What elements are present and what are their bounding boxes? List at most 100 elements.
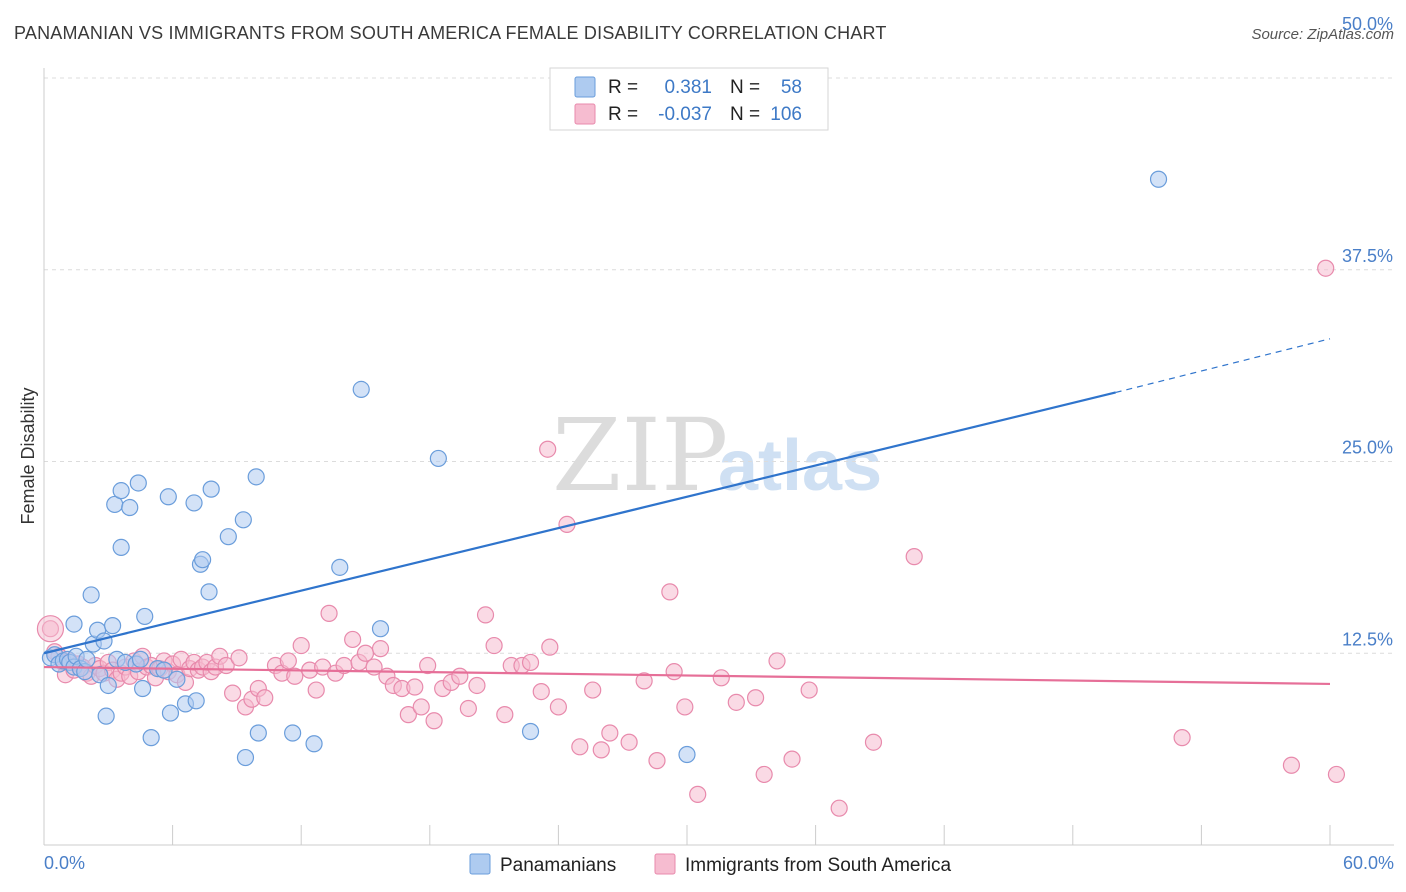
point-panamanians bbox=[219, 528, 237, 546]
bottom-legend-swatch-panamanians bbox=[469, 853, 491, 875]
point-immigrants bbox=[476, 606, 495, 624]
point-immigrants bbox=[279, 652, 297, 670]
point-panamanians bbox=[202, 480, 220, 498]
point-immigrants bbox=[1173, 729, 1191, 747]
point-immigrants bbox=[286, 667, 304, 685]
bottom-legend-swatch-immigrants bbox=[654, 853, 676, 875]
y-tick-label: 12.5% bbox=[1342, 629, 1393, 649]
point-immigrants bbox=[399, 706, 417, 724]
point-immigrants bbox=[727, 693, 745, 711]
point-immigrants bbox=[224, 684, 242, 702]
point-panamanians bbox=[161, 704, 180, 722]
point-immigrants bbox=[635, 672, 653, 690]
point-immigrants bbox=[532, 682, 550, 701]
point-immigrants bbox=[592, 741, 610, 759]
point-immigrants bbox=[1282, 756, 1301, 774]
point-immigrants bbox=[539, 440, 557, 458]
tick-label-layer: 12.5% 25.0% 37.5% 50.0% 0.0% 60.0% bbox=[44, 14, 1394, 873]
point-panamanians bbox=[194, 551, 212, 569]
point-immigrants bbox=[584, 681, 602, 699]
bottom-legend-label-panamanians: Panamanians bbox=[500, 855, 616, 876]
point-panamanians bbox=[99, 676, 117, 695]
point-panamanians bbox=[129, 474, 147, 492]
point-immigrants bbox=[746, 689, 765, 707]
point-immigrants bbox=[768, 652, 786, 670]
y-tick-label: 37.5% bbox=[1342, 246, 1393, 266]
point-immigrants bbox=[783, 750, 801, 768]
point-immigrants bbox=[571, 738, 589, 756]
bottom-legend-label-immigrants: Immigrants from South America bbox=[685, 855, 952, 876]
point-panamanians bbox=[142, 729, 160, 747]
point-panamanians bbox=[103, 617, 122, 635]
point-immigrants bbox=[468, 676, 486, 695]
point-immigrants bbox=[320, 604, 338, 622]
point-immigrants bbox=[485, 636, 503, 655]
point-panamanians bbox=[133, 679, 152, 698]
point-panamanians bbox=[112, 482, 130, 500]
legend-n-label-2: N = bbox=[730, 104, 760, 125]
point-panamanians bbox=[168, 670, 186, 688]
axis-layer bbox=[43, 68, 1394, 846]
point-panamanians bbox=[136, 607, 154, 626]
points-layer bbox=[36, 170, 1346, 817]
point-panamanians bbox=[678, 745, 696, 764]
point-panamanians bbox=[521, 722, 540, 741]
point-immigrants bbox=[521, 653, 540, 672]
trendline-panamanians bbox=[43, 391, 1116, 655]
point-immigrants bbox=[496, 706, 514, 724]
point-immigrants bbox=[451, 667, 469, 685]
point-immigrants bbox=[1317, 259, 1335, 277]
y-axis-label: Female Disability bbox=[18, 387, 38, 524]
point-immigrants bbox=[830, 799, 848, 817]
point-panamanians bbox=[247, 468, 265, 486]
point-panamanians bbox=[284, 724, 302, 742]
point-panamanians bbox=[112, 538, 130, 557]
point-panamanians bbox=[131, 650, 150, 668]
legend-n-value-1: 58 bbox=[781, 77, 802, 98]
x-tick-label: 60.0% bbox=[1343, 853, 1394, 873]
point-panamanians bbox=[305, 735, 323, 753]
x-tick-label: 0.0% bbox=[44, 853, 85, 873]
trend-layer bbox=[43, 338, 1331, 686]
point-panamanians bbox=[331, 558, 349, 576]
bottom-legend: Panamanians Immigrants from South Americ… bbox=[469, 853, 952, 876]
watermark-atlas: atlas bbox=[718, 426, 882, 506]
y-tick-label: 25.0% bbox=[1342, 438, 1393, 458]
point-immigrants bbox=[864, 733, 883, 751]
point-panamanians bbox=[187, 692, 205, 710]
point-panamanians bbox=[236, 748, 255, 767]
point-immigrants bbox=[676, 698, 694, 716]
point-panamanians bbox=[155, 661, 173, 679]
point-immigrants bbox=[648, 752, 666, 770]
point-immigrants bbox=[661, 583, 679, 601]
legend-box: R = 0.381 N = 58 R = -0.037 N = 106 bbox=[549, 67, 829, 131]
point-panamanians bbox=[185, 494, 203, 512]
chart-title: PANAMANIAN VS IMMIGRANTS FROM SOUTH AMER… bbox=[14, 23, 887, 43]
point-immigrants bbox=[800, 681, 818, 699]
point-immigrants bbox=[712, 669, 730, 687]
point-panamanians bbox=[121, 498, 139, 517]
point-immigrants bbox=[549, 698, 568, 716]
point-panamanians bbox=[234, 511, 252, 529]
point-immigrants bbox=[230, 649, 248, 667]
point-immigrants bbox=[425, 712, 443, 730]
point-immigrants bbox=[344, 630, 362, 649]
legend-n-value-2: 106 bbox=[770, 104, 802, 125]
point-immigrants bbox=[1327, 765, 1346, 784]
point-panamanians bbox=[1149, 170, 1168, 188]
point-immigrants bbox=[256, 689, 274, 707]
point-immigrants bbox=[665, 663, 683, 681]
point-panamanians bbox=[78, 650, 96, 668]
trendline-immigrants bbox=[43, 665, 1331, 686]
grid-layer bbox=[44, 77, 1394, 654]
point-panamanians bbox=[249, 724, 267, 742]
point-panamanians bbox=[82, 586, 100, 604]
y-tick-label: 50.0% bbox=[1342, 14, 1393, 34]
source-label: Source: ZipAtlas.com bbox=[1251, 26, 1394, 43]
point-immigrants bbox=[905, 548, 923, 566]
legend-swatch-immigrants bbox=[574, 103, 596, 125]
point-immigrants bbox=[601, 724, 619, 742]
legend-r-value-1: 0.381 bbox=[664, 77, 712, 98]
point-immigrants bbox=[412, 698, 430, 716]
